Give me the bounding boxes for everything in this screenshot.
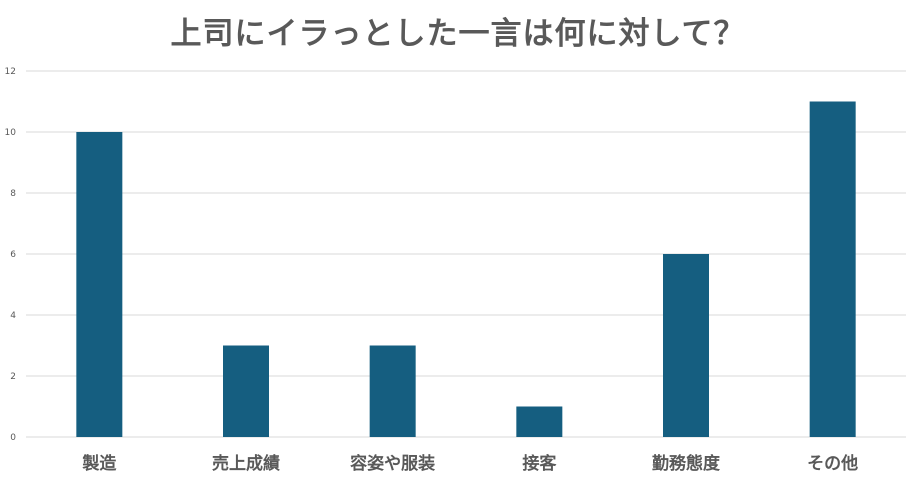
bars [76,101,856,437]
bar-0 [76,132,123,437]
x-tick-label: 接客 [522,453,557,474]
chart-title: 上司にイラっとした一言は何に対して？ [170,16,746,52]
bar-2 [369,345,416,437]
x-axis-ticks: 製造 売上成績 容姿や服装 接客 勤務態度 その他 [81,453,858,474]
bar-4 [663,254,709,437]
gridlines [26,70,906,438]
y-tick-label: 6 [10,250,16,260]
x-tick-label: 売上成績 [212,453,280,474]
x-tick-label: 製造 [81,453,117,474]
y-axis-ticks: 0 2 4 6 8 10 12 [5,67,17,443]
bar-1 [223,345,269,437]
y-tick-label: 8 [10,189,16,199]
bar-3 [516,406,563,437]
y-tick-label: 10 [5,128,17,138]
y-tick-label: 2 [10,372,16,382]
x-tick-label: その他 [807,453,858,474]
y-tick-label: 4 [10,311,16,321]
x-tick-label: 容姿や服装 [350,453,435,474]
x-tick-label: 勤務態度 [652,453,721,474]
y-tick-label: 12 [5,67,16,77]
bar-5 [809,101,856,437]
y-tick-label: 0 [10,433,16,443]
